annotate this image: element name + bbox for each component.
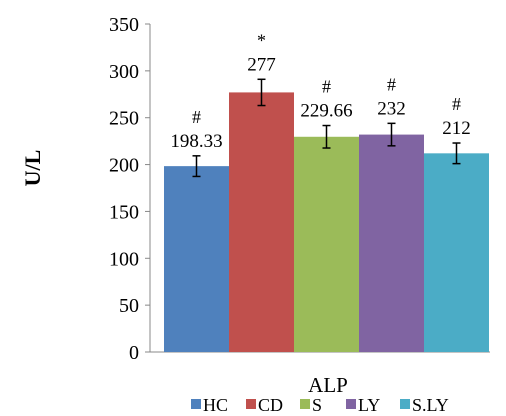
legend-swatch [300,399,310,409]
y-tick-label: 200 [109,155,139,177]
value-label: 198.33 [170,131,222,152]
data-labels: 198.33 #277 * 229.66 #232 #212 # [170,30,470,152]
value-label: 277 [247,54,276,75]
y-tick-label: 300 [109,61,139,83]
significance-mark: # [192,107,201,127]
bar-cd [229,92,294,352]
legend-label: S [312,395,322,415]
legend-label: S.LY [412,395,449,415]
significance-mark: # [452,94,461,114]
value-label: 229.66 [300,101,352,122]
significance-mark: # [322,77,331,97]
bar-ly [359,134,424,352]
legend-label: LY [358,395,380,415]
value-label: 212 [442,118,471,139]
error-bar [257,78,266,107]
y-axis: 0 50 100 150 200 250 300 350 [109,14,490,364]
x-axis-label: ALP [308,373,348,397]
y-tick-label: 250 [109,108,139,130]
bar-sly [424,153,489,352]
y-tick-label: 0 [129,342,139,364]
legend: HC CD S LY S.LY [191,395,449,415]
bars [164,78,489,352]
bar-s [294,136,359,352]
y-tick-label: 150 [109,201,139,223]
significance-mark: * [257,30,266,50]
legend-label: CD [258,395,283,415]
legend-swatch [346,399,356,409]
value-label: 232 [377,98,406,119]
error-bar [452,142,461,165]
error-bar [322,124,331,149]
legend-swatch [191,399,201,409]
y-axis-label: U/L [20,150,45,187]
bar-hc [164,166,229,352]
error-bar [192,155,201,178]
legend-swatch [400,399,410,409]
significance-mark: # [387,74,396,94]
y-tick-label: 350 [109,14,139,36]
legend-swatch [246,399,256,409]
legend-label: HC [203,395,228,415]
y-tick-label: 50 [119,295,139,317]
y-tick-label: 100 [109,248,139,270]
error-bar [387,122,396,147]
